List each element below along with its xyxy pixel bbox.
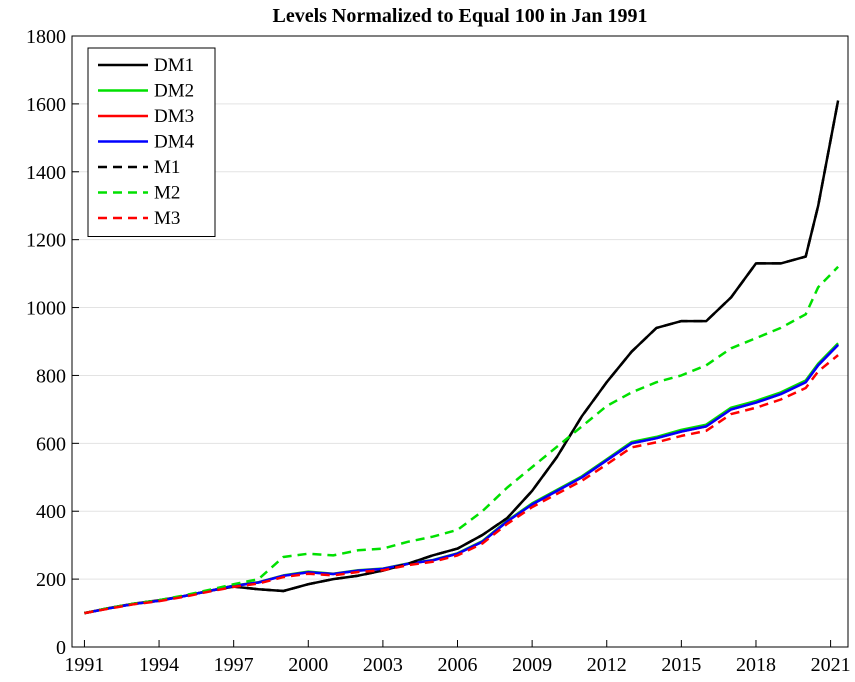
y-tick-label: 400 (36, 501, 66, 523)
series-line (84, 342, 839, 615)
x-tick-label: 2006 (438, 654, 478, 676)
series-line (84, 344, 839, 615)
legend-label: M1 (154, 157, 180, 178)
y-tick-label: 1400 (26, 162, 66, 184)
x-tick-label: 2000 (288, 654, 328, 676)
legend-label: DM1 (154, 55, 194, 76)
y-tick-label: 1200 (26, 230, 66, 252)
y-tick-label: 600 (36, 433, 66, 455)
x-tick-label: 1997 (214, 654, 254, 676)
y-tick-label: 1800 (26, 26, 66, 48)
plot-frame (71, 35, 849, 648)
x-tick-label: 2003 (363, 654, 403, 676)
series-line (84, 354, 839, 615)
chart-title: Levels Normalized to Equal 100 in Jan 19… (272, 5, 647, 27)
y-tick-label: 200 (36, 569, 66, 591)
series-line (84, 265, 839, 615)
x-tick-label: 2009 (512, 654, 552, 676)
x-tick-label: 2021 (811, 654, 851, 676)
x-tick-label: 1991 (64, 654, 104, 676)
x-tick-label: 1994 (139, 654, 179, 676)
x-tick-label: 2012 (587, 654, 627, 676)
y-tick-label: 1000 (26, 298, 66, 320)
legend-label: DM4 (154, 132, 195, 153)
legend-label: DM2 (154, 81, 194, 102)
series-line (84, 100, 840, 615)
legend-label: M3 (154, 208, 180, 229)
y-tick-label: 0 (56, 637, 66, 659)
series-line (84, 344, 839, 615)
y-tick-label: 1600 (26, 94, 66, 116)
y-tick-label: 800 (36, 365, 66, 387)
x-tick-label: 2015 (661, 654, 701, 676)
x-tick-label: 2018 (736, 654, 776, 676)
legend-label: DM3 (154, 106, 194, 127)
legend-label: M2 (154, 183, 180, 204)
